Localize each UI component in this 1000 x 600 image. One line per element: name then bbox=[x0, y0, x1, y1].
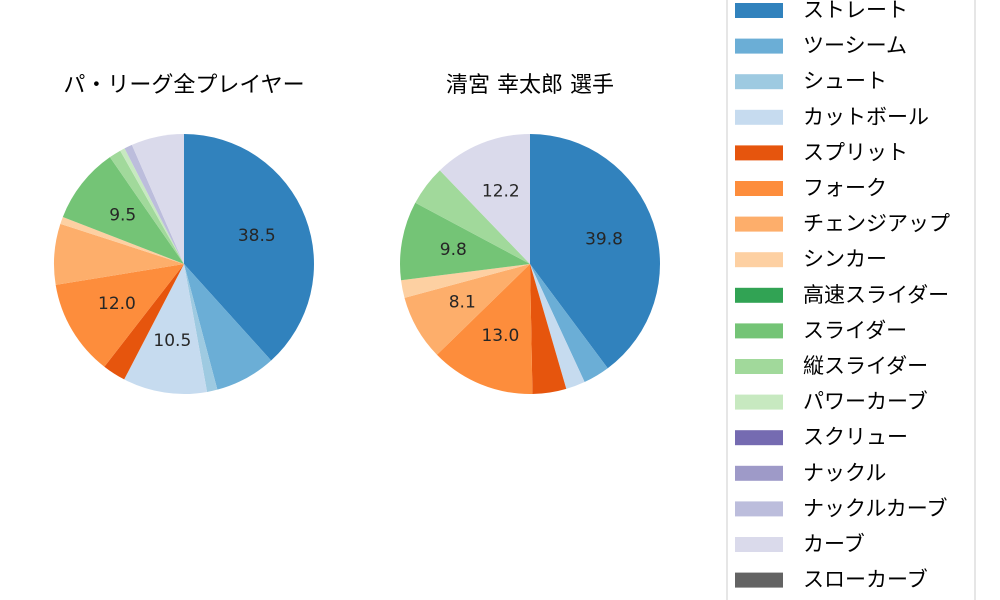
legend-swatch bbox=[735, 145, 783, 161]
pie-slice-1 bbox=[184, 134, 314, 361]
pie-slice-15 bbox=[124, 144, 184, 264]
pie-slice-3 bbox=[184, 264, 218, 392]
pie-slice-6 bbox=[55, 264, 185, 367]
pie-slice-4 bbox=[124, 264, 208, 394]
slice-value-label: 39.8 bbox=[585, 229, 623, 249]
slice-value-label: 38.5 bbox=[238, 226, 276, 246]
pie-slice-10 bbox=[62, 157, 184, 264]
pie-slice-6 bbox=[436, 264, 533, 395]
legend-label: チェンジアップ bbox=[803, 212, 950, 236]
slice-value-label: 13.0 bbox=[481, 326, 519, 346]
legend-label: ストレート bbox=[803, 0, 908, 22]
legend-label: カーブ bbox=[803, 532, 865, 556]
legend-label: ツーシーム bbox=[803, 34, 907, 58]
pie-slice-7 bbox=[404, 264, 530, 355]
legend-label: ナックルカーブ bbox=[803, 496, 947, 520]
legend-swatch bbox=[735, 287, 783, 303]
pie-slice-16 bbox=[131, 134, 184, 264]
legend-swatch bbox=[735, 465, 783, 481]
slice-value-label: 12.2 bbox=[482, 182, 520, 202]
pie-slice-1 bbox=[530, 134, 660, 369]
pie-slice-2 bbox=[184, 264, 272, 390]
pie-slice-4 bbox=[530, 264, 585, 389]
legend-swatch bbox=[735, 394, 783, 410]
legend-label: フォーク bbox=[803, 176, 887, 200]
chart-title-league: パ・リーグ全プレイヤー bbox=[63, 73, 304, 98]
legend-label: スローカーブ bbox=[803, 568, 928, 592]
legend-swatch bbox=[735, 3, 783, 18]
legend-label: シンカー bbox=[803, 247, 887, 271]
legend-label: 縦スライダー bbox=[803, 354, 928, 378]
pie-slice-2 bbox=[530, 264, 608, 382]
legend-label: スライダー bbox=[803, 318, 907, 342]
pie-slice-5 bbox=[530, 264, 567, 394]
legend-swatch bbox=[735, 572, 783, 588]
slice-value-label: 12.0 bbox=[98, 294, 136, 314]
pie-chart-player: 清宮 幸太郎 選手 39.8 13.08.1 9.8 12.2 bbox=[400, 73, 660, 395]
pie-slice-16 bbox=[439, 134, 530, 264]
pie-slice-5 bbox=[104, 264, 184, 380]
slice-value-label: 9.5 bbox=[109, 206, 136, 226]
legend-swatch bbox=[735, 181, 783, 196]
slice-value-label: 8.1 bbox=[449, 293, 476, 313]
legend-swatch bbox=[735, 109, 783, 125]
pie-slice-12 bbox=[120, 148, 184, 264]
legend: ストレートツーシームシュートカットボールスプリットフォークチェンジアップシンカー… bbox=[726, 0, 976, 600]
legend-label: スクリュー bbox=[803, 425, 908, 449]
legend-swatch bbox=[735, 537, 783, 552]
legend-label: 高速スライダー bbox=[803, 283, 949, 307]
legend-label: スプリット bbox=[803, 140, 908, 164]
slice-value-label: 10.5 bbox=[153, 331, 191, 351]
chart-title-player: 清宮 幸太郎 選手 bbox=[446, 73, 614, 98]
pie-slice-7 bbox=[53, 223, 184, 285]
legend-label: カットボール bbox=[803, 105, 929, 129]
legend-swatch bbox=[735, 38, 783, 54]
legend-swatch bbox=[735, 359, 783, 374]
pie-slice-8 bbox=[60, 216, 184, 264]
pie-slice-11 bbox=[109, 150, 184, 264]
legend-swatch bbox=[735, 323, 783, 339]
slice-value-label: 9.8 bbox=[440, 240, 467, 260]
legend-swatch bbox=[735, 74, 783, 90]
legend-swatch bbox=[735, 501, 783, 517]
legend-swatch bbox=[735, 216, 783, 232]
legend-swatch bbox=[735, 430, 783, 446]
pie-slice-10 bbox=[400, 202, 530, 281]
pie-chart-league: パ・リーグ全プレイヤー 38.5 10.5 12.0 9.5 bbox=[53, 73, 314, 394]
pie-slice-8 bbox=[401, 264, 530, 298]
pie-slice-11 bbox=[415, 170, 530, 264]
legend-label: シュート bbox=[803, 69, 887, 93]
legend-label: ナックル bbox=[803, 461, 886, 485]
legend-swatch bbox=[735, 252, 783, 268]
legend-label: パワーカーブ bbox=[803, 390, 928, 414]
